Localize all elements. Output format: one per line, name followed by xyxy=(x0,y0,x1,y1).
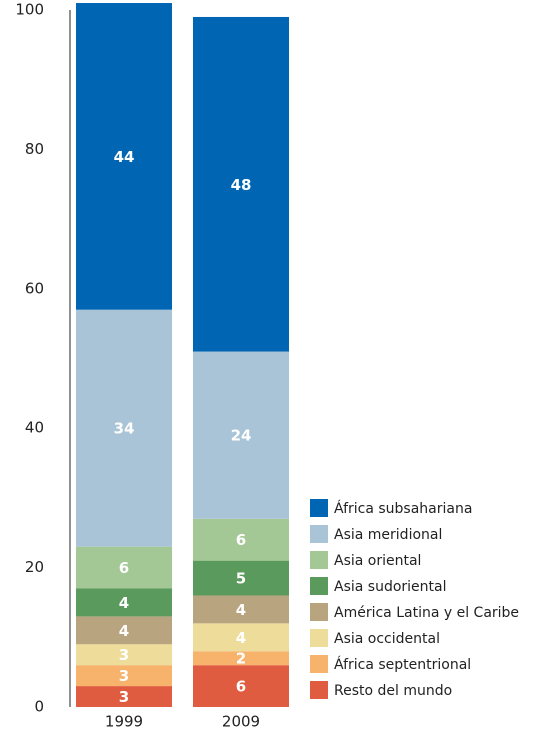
legend-label: África subsahariana xyxy=(334,500,472,517)
value-label: 34 xyxy=(114,420,135,438)
value-label: 48 xyxy=(231,176,252,194)
bar-segment xyxy=(76,3,172,310)
y-tick-label: 100 xyxy=(15,1,44,19)
legend-swatch xyxy=(310,551,328,569)
legend-swatch xyxy=(310,629,328,647)
legend-label: Resto del mundo xyxy=(334,683,452,699)
legend-swatch xyxy=(310,681,328,699)
legend-swatch xyxy=(310,655,328,673)
bar-segment xyxy=(76,644,172,666)
y-tick-label: 60 xyxy=(25,279,44,297)
value-label: 5 xyxy=(236,570,246,588)
legend-swatch xyxy=(310,577,328,595)
value-label: 2 xyxy=(236,650,246,668)
legend-label: Asia meridional xyxy=(334,527,442,543)
bar-segment xyxy=(193,623,289,652)
value-label: 3 xyxy=(119,688,129,706)
bar-segment xyxy=(193,351,289,519)
value-label: 3 xyxy=(119,646,129,664)
y-tick-label: 20 xyxy=(25,558,44,576)
value-label: 6 xyxy=(119,559,129,577)
bar-segment xyxy=(193,560,289,596)
y-tick-label: 40 xyxy=(25,419,44,437)
value-label: 4 xyxy=(236,601,246,619)
value-label: 24 xyxy=(231,427,252,445)
bar-segment xyxy=(193,16,289,352)
value-label: 3 xyxy=(119,667,129,685)
bar-segment xyxy=(193,665,289,707)
bar-segment xyxy=(76,309,172,547)
bar-segment xyxy=(76,686,172,707)
bar-segment xyxy=(76,588,172,617)
y-tick-label: 80 xyxy=(25,140,44,158)
legend-swatch xyxy=(310,603,328,621)
legend-swatch xyxy=(310,525,328,543)
bar-segment xyxy=(193,651,289,666)
value-label: 44 xyxy=(114,148,135,166)
bar-segment xyxy=(76,546,172,589)
x-tick-label: 1999 xyxy=(105,713,143,731)
value-label: 4 xyxy=(119,622,129,640)
value-label: 6 xyxy=(236,531,246,549)
value-label: 6 xyxy=(236,678,246,696)
bar-segment xyxy=(76,616,172,645)
legend-label: Asia sudoriental xyxy=(334,579,447,595)
legend-label: África septentrional xyxy=(334,656,471,673)
legend-swatch xyxy=(310,499,328,517)
value-label: 4 xyxy=(119,594,129,612)
legend-label: América Latina y el Caribe xyxy=(334,605,519,621)
legend-label: Asia oriental xyxy=(334,553,421,569)
bar-segment xyxy=(193,595,289,624)
x-tick-label: 2009 xyxy=(222,713,260,731)
legend-label: Asia occidental xyxy=(334,631,440,647)
bar-segment xyxy=(193,518,289,561)
value-label: 4 xyxy=(236,629,246,647)
bar-segment xyxy=(76,665,172,687)
y-tick-label: 0 xyxy=(34,698,44,716)
